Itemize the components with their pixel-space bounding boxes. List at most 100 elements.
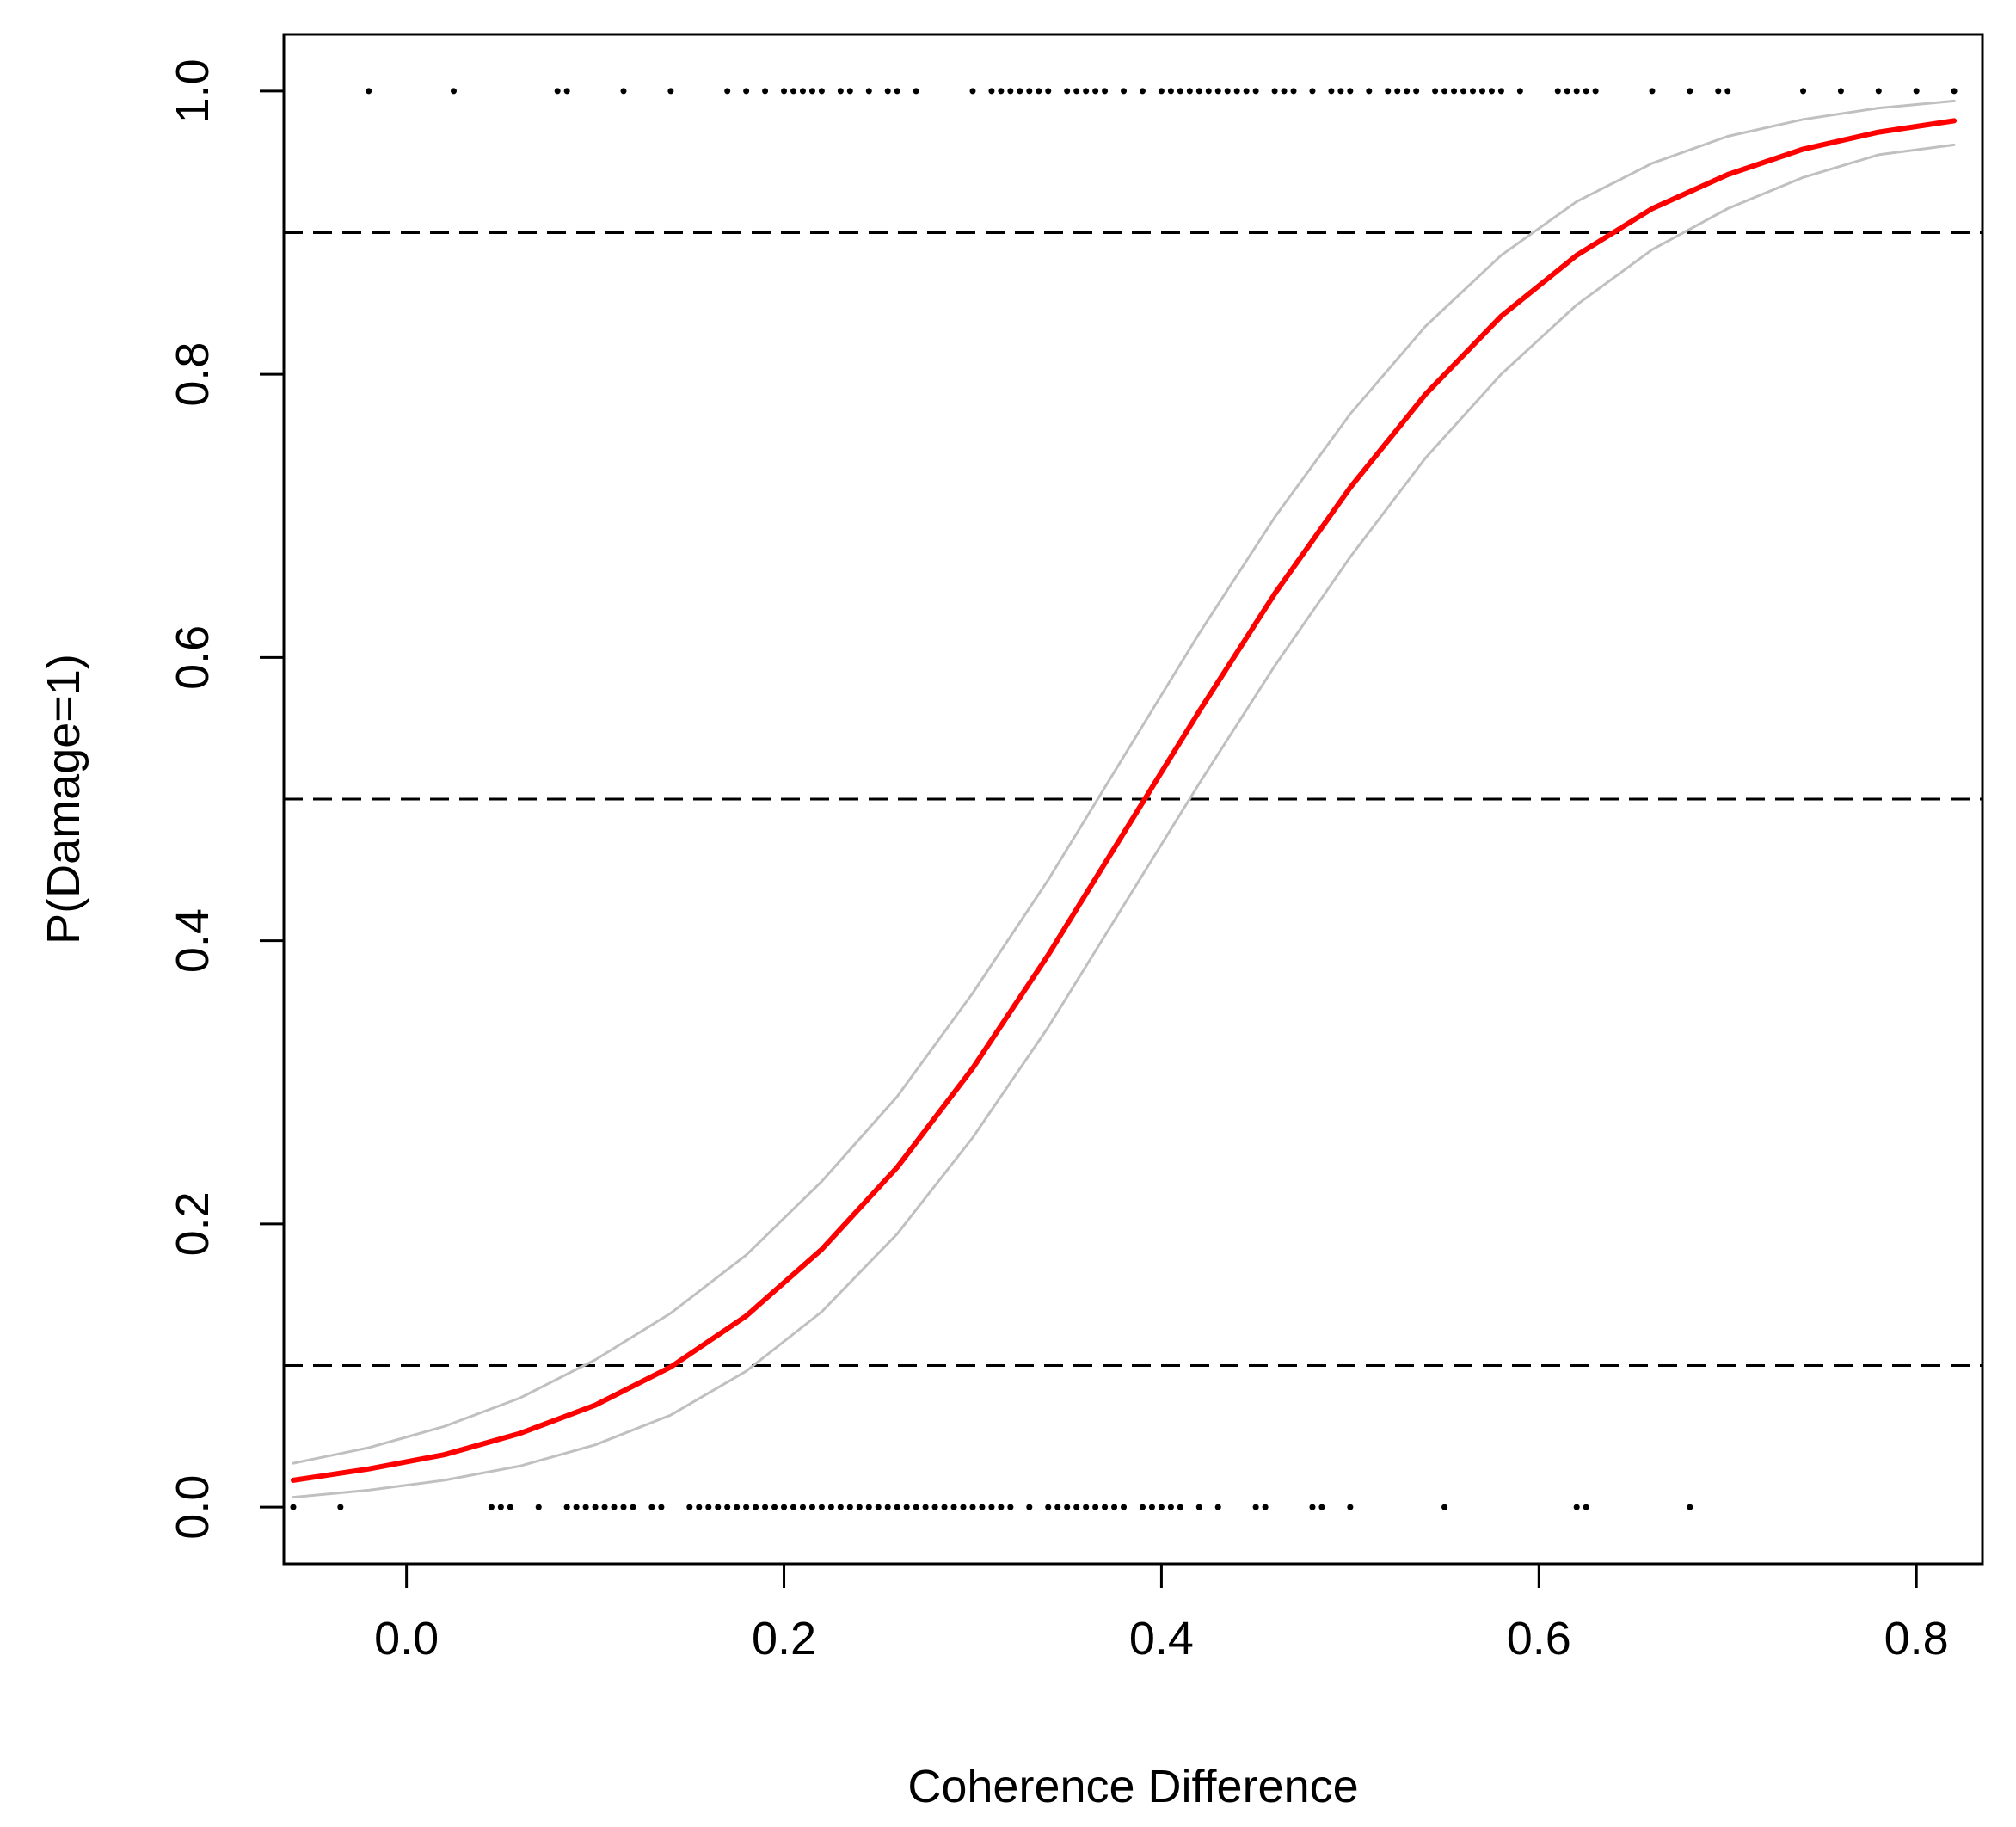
data-point-damage-0 [1054, 1504, 1061, 1510]
data-point-damage-0 [922, 1504, 929, 1510]
data-point-damage-1 [1516, 88, 1523, 95]
data-point-damage-1 [1451, 88, 1458, 95]
data-point-damage-0 [837, 1504, 844, 1510]
data-point-damage-0 [1158, 1504, 1165, 1510]
data-point-damage-0 [960, 1504, 967, 1510]
data-point-damage-1 [1073, 88, 1080, 95]
y-tick-label: 0.8 [167, 342, 218, 407]
data-point-damage-0 [1167, 1504, 1174, 1510]
data-point-damage-0 [630, 1504, 636, 1510]
data-point-damage-1 [451, 88, 457, 95]
data-point-damage-1 [781, 88, 788, 95]
data-point-damage-1 [884, 88, 891, 95]
y-axis: 0.0 0.2 0.4 0.6 0.8 1.0 [167, 58, 286, 1540]
upper-ci-line [292, 99, 1956, 1465]
data-point-damage-1 [1554, 88, 1561, 95]
y-axis-title: P(Damage=1) [38, 654, 89, 944]
data-point-damage-0 [1687, 1504, 1693, 1510]
data-point-damage-1 [1800, 88, 1807, 95]
data-point-damage-0 [1026, 1504, 1033, 1510]
data-point-damage-0 [573, 1504, 580, 1510]
data-point-damage-1 [1394, 88, 1401, 95]
data-point-damage-0 [790, 1504, 796, 1510]
fit-line [291, 118, 1958, 1483]
data-point-damage-1 [1470, 88, 1476, 95]
y-tick-label: 0.0 [167, 1475, 218, 1540]
data-point-damage-0 [979, 1504, 986, 1510]
data-point-damage-1 [1875, 88, 1882, 95]
data-point-damage-1 [1413, 88, 1420, 95]
data-point-damage-1 [1432, 88, 1439, 95]
data-point-damage-1 [1366, 88, 1373, 95]
y-tick-label: 0.6 [167, 625, 218, 690]
data-point-damage-0 [1045, 1504, 1052, 1510]
data-point-damage-1 [1224, 88, 1231, 95]
data-point-damage-0 [724, 1504, 731, 1510]
data-point-damage-1 [1167, 88, 1174, 95]
data-point-damage-0 [507, 1504, 513, 1510]
data-point-damage-0 [648, 1504, 655, 1510]
data-point-damage-1 [1649, 88, 1656, 95]
data-point-damage-0 [620, 1504, 627, 1510]
data-point-damage-0 [1441, 1504, 1448, 1510]
data-point-damage-1 [1036, 88, 1042, 95]
data-point-damage-0 [771, 1504, 778, 1510]
data-point-damage-1 [1271, 88, 1278, 95]
lower-ci-line [292, 143, 1956, 1499]
data-point-damage-1 [808, 88, 815, 95]
data-point-damage-1 [988, 88, 995, 95]
y-tick-label: 0.4 [167, 908, 218, 973]
data-point-damage-1 [1715, 88, 1722, 95]
data-point-damage-0 [1177, 1504, 1183, 1510]
data-point-damage-0 [846, 1504, 853, 1510]
data-point-damage-1 [865, 88, 872, 95]
data-point-damage-0 [969, 1504, 976, 1510]
data-point-damage-0 [715, 1504, 722, 1510]
data-point-damage-0 [931, 1504, 938, 1510]
data-point-damage-0 [1583, 1504, 1589, 1510]
x-tick-label: 0.4 [1129, 1613, 1194, 1664]
data-point-damage-0 [941, 1504, 948, 1510]
data-point-damage-1 [554, 88, 561, 95]
data-point-damage-1 [1233, 88, 1240, 95]
data-point-damage-1 [1083, 88, 1090, 95]
data-point-damage-0 [762, 1504, 769, 1510]
data-point-damage-1 [969, 88, 976, 95]
data-point-damage-0 [592, 1504, 599, 1510]
data-point-damage-0 [1318, 1504, 1325, 1510]
data-point-damage-0 [988, 1504, 995, 1510]
data-point-damage-0 [601, 1504, 608, 1510]
data-point-damage-1 [743, 88, 750, 95]
data-point-damage-1 [1404, 88, 1411, 95]
data-point-damage-0 [903, 1504, 910, 1510]
data-point-damage-1 [837, 88, 844, 95]
plot-area [284, 88, 1982, 1510]
data-point-damage-0 [1092, 1504, 1099, 1510]
data-point-damage-0 [781, 1504, 788, 1510]
data-point-damage-0 [950, 1504, 957, 1510]
data-point-damage-1 [1102, 88, 1109, 95]
data-point-damage-0 [734, 1504, 741, 1510]
data-point-damage-0 [1083, 1504, 1090, 1510]
data-point-damage-1 [667, 88, 674, 95]
data-point-damage-1 [1328, 88, 1335, 95]
data-point-damage-0 [1573, 1504, 1580, 1510]
data-point-damage-0 [696, 1504, 703, 1510]
data-point-damage-0 [535, 1504, 542, 1510]
data-point-damage-1 [1913, 88, 1920, 95]
data-point-damage-1 [913, 88, 919, 95]
data-point-damage-0 [563, 1504, 570, 1510]
data-point-damage-1 [1252, 88, 1259, 95]
data-point-damage-0 [894, 1504, 900, 1510]
data-point-damage-0 [1148, 1504, 1155, 1510]
data-point-damage-1 [1214, 88, 1221, 95]
data-point-damage-1 [1186, 88, 1193, 95]
data-point-damage-0 [1007, 1504, 1014, 1510]
data-point-damage-1 [1045, 88, 1052, 95]
data-point-damage-1 [1687, 88, 1693, 95]
data-point-damage-0 [686, 1504, 693, 1510]
x-tick-label: 0.0 [374, 1613, 439, 1664]
data-point-damage-1 [1951, 88, 1958, 95]
data-point-damage-1 [1290, 88, 1297, 95]
